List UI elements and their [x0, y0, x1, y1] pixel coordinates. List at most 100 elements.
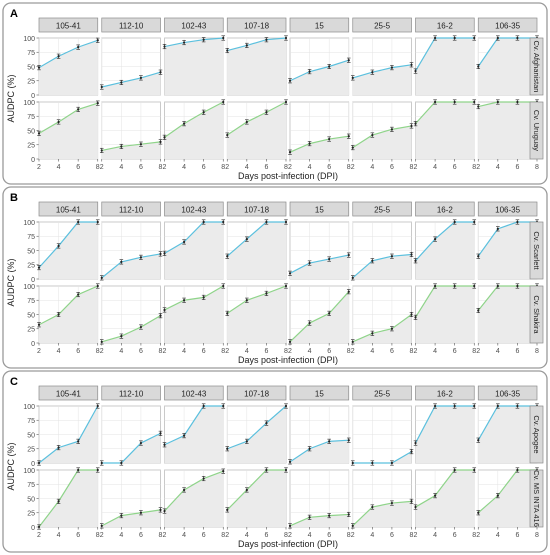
data-point [453, 36, 456, 40]
data-point [347, 59, 350, 62]
data-point [328, 137, 331, 141]
data-point [37, 66, 41, 69]
x-tick-label: 2 [351, 348, 355, 355]
x-tick-label: 8 [347, 164, 351, 171]
x-tick-label: 4 [245, 532, 249, 539]
data-point [226, 312, 229, 315]
cultivar-strip [529, 101, 544, 160]
y-tick-label: 75 [27, 298, 35, 305]
area-fill [101, 141, 161, 159]
data-point [288, 340, 292, 343]
area-fill [164, 406, 224, 463]
data-point [182, 434, 186, 437]
x-tick-label: 6 [202, 532, 206, 539]
y-tick-label: 50 [27, 248, 35, 255]
facet-label: 107-18 [244, 22, 269, 31]
data-point [347, 253, 350, 257]
data-point [453, 284, 456, 288]
x-tick-label: 4 [496, 164, 500, 171]
x-tick-label: 2 [100, 164, 104, 171]
x-tick-label: 6 [453, 164, 457, 171]
x-tick-label: 8 [159, 164, 163, 171]
series-line [289, 254, 349, 274]
data-point [120, 260, 123, 263]
area-fill [227, 222, 286, 279]
x-tick-label: 6 [139, 348, 143, 355]
data-point [477, 309, 480, 312]
series-line [415, 101, 475, 125]
x-tick-label: 4 [308, 532, 312, 539]
x-tick-label: 4 [496, 348, 500, 355]
facet-strip [101, 385, 161, 401]
data-point [390, 501, 394, 505]
data-point [163, 509, 166, 513]
data-point [139, 143, 143, 146]
data-point [77, 220, 80, 224]
series-line [477, 221, 537, 257]
data-point [226, 508, 229, 511]
series-line [164, 405, 224, 446]
facet-strip [101, 201, 161, 217]
x-tick-label: 6 [390, 348, 394, 355]
x-tick-label: 8 [347, 532, 351, 539]
data-point [308, 70, 311, 73]
series-line [226, 221, 286, 257]
data-point [163, 308, 166, 312]
area-fill [415, 38, 475, 95]
x-tick-label: 2 [37, 164, 41, 171]
cultivar-label: Cv. Shakira [532, 295, 541, 334]
data-point [414, 316, 417, 319]
data-point [347, 439, 350, 442]
x-tick-label: 4 [245, 348, 249, 355]
x-tick-label: 8 [535, 532, 539, 539]
data-point [120, 514, 123, 517]
data-point [202, 220, 205, 224]
x-tick-label: 8 [221, 532, 225, 539]
x-tick-label: 8 [284, 164, 288, 171]
facet-label: 15 [315, 22, 324, 31]
series-line [38, 39, 98, 69]
series-line [101, 71, 161, 88]
series-line [38, 405, 99, 464]
area-fill [39, 40, 98, 95]
data-point [182, 299, 186, 302]
area-fill [290, 514, 349, 527]
facet-label: 25-5 [374, 22, 391, 31]
series-line [478, 101, 537, 108]
area-fill [290, 255, 349, 279]
area-fill [290, 60, 349, 95]
data-point [159, 508, 162, 511]
series-line [477, 285, 537, 311]
data-point [120, 335, 123, 338]
y-tick-label: 0 [31, 341, 35, 348]
data-point [159, 252, 162, 256]
facet-label: 106-35 [495, 390, 520, 399]
x-tick-label: 8 [96, 164, 100, 171]
data-point [351, 524, 354, 527]
y-tick-label: 25 [27, 447, 35, 454]
facet-strip [164, 201, 224, 217]
data-point [159, 71, 162, 74]
cultivar-label: Cv. MS INTA 416 [532, 470, 541, 527]
data-point [139, 325, 143, 329]
x-tick-label: 6 [515, 348, 519, 355]
area-fill [415, 102, 475, 159]
area-fill [415, 406, 475, 463]
data-point [222, 470, 225, 473]
data-point [226, 49, 229, 52]
data-point [222, 100, 225, 104]
data-point [410, 313, 413, 316]
data-point [308, 261, 311, 265]
data-point [308, 142, 311, 145]
facet-strip [415, 385, 475, 401]
data-point [308, 516, 311, 519]
x-tick-label: 6 [453, 348, 457, 355]
series-line [164, 101, 224, 138]
data-point [351, 76, 354, 79]
facet-label: 25-5 [374, 390, 391, 399]
data-point [202, 38, 205, 41]
data-point [100, 276, 103, 279]
series-line [289, 135, 349, 153]
x-tick-label: 8 [410, 164, 414, 171]
y-tick-label: 25 [27, 511, 35, 518]
